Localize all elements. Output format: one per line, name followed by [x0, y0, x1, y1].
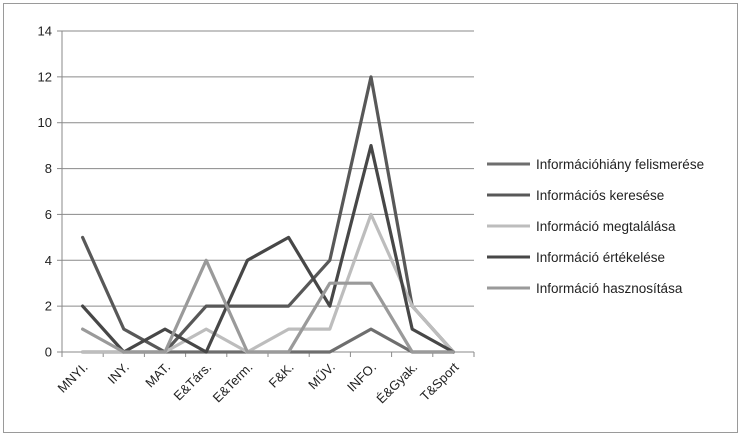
- series-line-5: [80, 258, 455, 354]
- x-tick-label: F&K.: [266, 360, 297, 391]
- x-tick-label: T&Sport: [417, 359, 462, 404]
- legend: Információhiány felismerése Információs k…: [487, 157, 704, 296]
- x-tick-label: E&Term.: [210, 360, 256, 406]
- x-tick-labels: MNYI. INY. MAT.E&Társ.E&Term. F&K. MŰV. INFO.…: [55, 359, 462, 406]
- series-line-3: [80, 212, 455, 354]
- y-tick-label: 14: [38, 24, 52, 39]
- x-tick-label: E&Társ.: [171, 360, 215, 404]
- series-lines: [80, 75, 455, 354]
- axes: [57, 30, 475, 357]
- y-tick-label: 12: [38, 69, 52, 84]
- gridlines: [62, 30, 474, 307]
- x-tick-label: MNYI.: [55, 360, 91, 396]
- x-tick-label: MAT.: [142, 360, 173, 391]
- x-tick-label: INFO.: [344, 360, 379, 395]
- x-tick-label: MŰV.: [305, 360, 338, 393]
- y-tick-label: 4: [45, 253, 52, 268]
- legend-label: Információ hasznosítása: [536, 281, 683, 296]
- y-tick-labels: 0 2 4 6 8 10 12 14: [38, 24, 52, 360]
- legend-label: Információhiány felismerése: [536, 157, 704, 172]
- y-tick-label: 2: [45, 299, 52, 314]
- y-tick-label: 6: [45, 207, 52, 222]
- series-line-4: [80, 144, 455, 354]
- legend-label: Információs keresése: [536, 188, 664, 203]
- x-tick-label: É&Gyak.: [373, 360, 420, 407]
- y-tick-label: 10: [38, 115, 52, 130]
- x-tick-label: INY.: [105, 360, 132, 387]
- legend-label: Információ értékelése: [536, 250, 665, 265]
- y-tick-label: 8: [45, 161, 52, 176]
- legend-label: Információ megtalálása: [536, 219, 676, 234]
- y-tick-label: 0: [45, 345, 52, 360]
